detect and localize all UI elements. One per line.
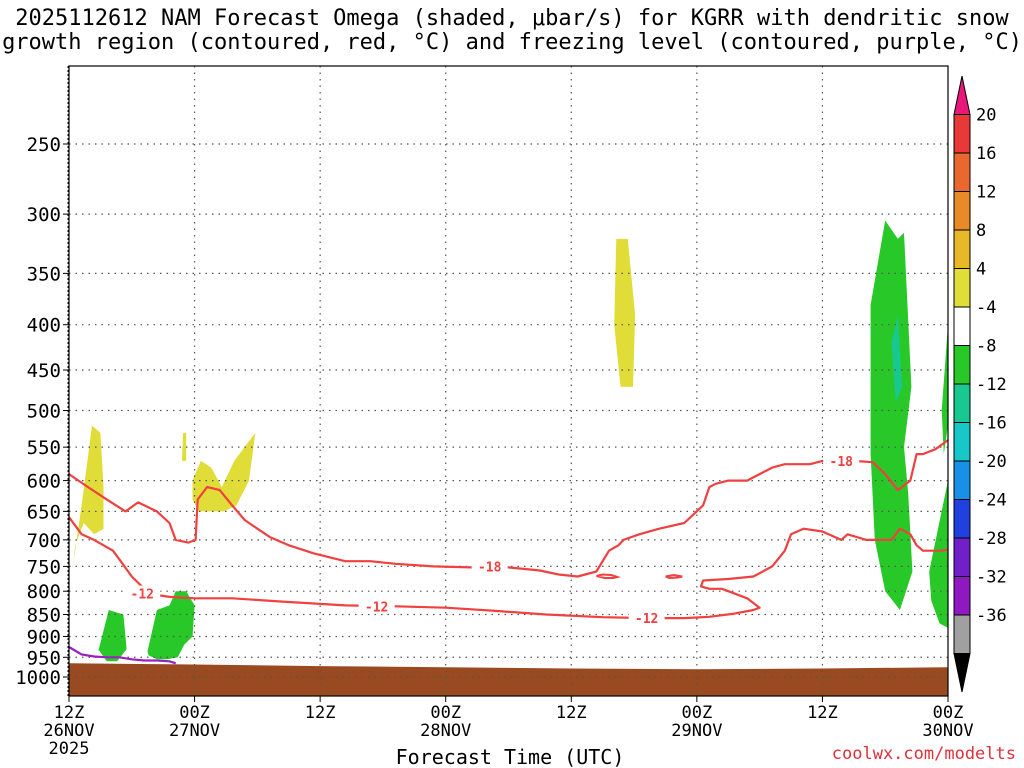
x-tick-label-3-1: 00Z — [430, 703, 461, 723]
y-tick-label-850: 850 — [27, 605, 61, 627]
colorbar-triangle-bottom — [953, 653, 971, 693]
x-tick-label-1-1: 00Z — [179, 703, 210, 723]
x-axis-label: Forecast Time (UTC) — [396, 745, 625, 768]
freezing-level-contour — [68, 646, 177, 665]
colorbar-band-3 — [953, 191, 971, 231]
y-tick-label-350: 350 — [27, 263, 61, 285]
y-tick-label-1000: 1000 — [15, 667, 61, 689]
contour-label-4: -18 — [830, 455, 854, 470]
colorbar-label-2: 12 — [976, 183, 996, 203]
y-tick-label-250: 250 — [27, 134, 61, 156]
colorbar-label-5: -4 — [976, 298, 996, 318]
y-tick-label-800: 800 — [27, 581, 61, 603]
colorbar-band-2 — [953, 152, 971, 192]
dgz-small-loop-0 — [596, 573, 622, 579]
colorbar-band-4 — [953, 229, 971, 269]
omega-area--4-5 — [147, 591, 195, 660]
colorbar-label-1: 16 — [976, 144, 996, 164]
colorbar-label-11: -28 — [976, 529, 1007, 549]
source-credit: coolwx.com/modelts — [831, 744, 1016, 764]
colorbar-label-9: -20 — [976, 452, 1007, 472]
x-tick-label-0-2: 26NOV — [43, 721, 94, 741]
colorbar-label-12: -32 — [976, 568, 1007, 588]
y-tick-label-900: 900 — [27, 626, 61, 648]
colorbar-label-8: -16 — [976, 414, 1007, 434]
omega-area--8-9 — [891, 315, 902, 403]
colorbar-band-9 — [953, 422, 971, 462]
colorbar-band-1 — [953, 114, 971, 154]
y-tick-label-500: 500 — [27, 401, 61, 423]
contour-label-1: -12 — [131, 588, 154, 603]
x-tick-label-4-1: 12Z — [556, 703, 587, 723]
contour-label-bg-0 — [471, 558, 508, 574]
contour-label-bg-4 — [823, 452, 860, 468]
y-tick-label-400: 400 — [27, 315, 61, 337]
y-tick-label-750: 750 — [27, 556, 61, 578]
contour-label-bg-2 — [358, 598, 395, 614]
omega-area--4-8 — [941, 324, 948, 455]
x-tick-label-6-1: 12Z — [807, 703, 838, 723]
y-tick-label-300: 300 — [27, 204, 61, 226]
contour-label-bg-1 — [124, 585, 161, 601]
y-tick-label-600: 600 — [27, 471, 61, 493]
omega-area-4-1 — [182, 432, 187, 461]
omega-area--4-6 — [870, 220, 913, 610]
y-tick-label-650: 650 — [27, 501, 61, 523]
ground-terrain — [69, 663, 948, 696]
colorbar-band-11 — [953, 499, 971, 539]
contour-label-0: -18 — [478, 560, 502, 575]
x-tick-label-7-1: 00Z — [933, 703, 964, 723]
colorbar-band-12 — [953, 537, 971, 577]
colorbar-band-5 — [953, 268, 971, 308]
colorbar-band-14 — [953, 614, 971, 654]
omega-area-4-2 — [192, 432, 256, 512]
colorbar-label-4: 4 — [976, 260, 986, 280]
colorbar-label-10: -24 — [976, 491, 1007, 511]
colorbar-triangle-top — [953, 75, 971, 115]
colorbar-label-7: -12 — [976, 375, 1007, 395]
x-tick-label-1-2: 27NOV — [169, 721, 220, 741]
plot-area — [69, 66, 948, 696]
omega-area-4-3 — [614, 238, 636, 387]
colorbar-band-6 — [953, 306, 971, 346]
x-tick-label-7-2: 30NOV — [922, 721, 973, 741]
y-tick-label-950: 950 — [27, 647, 61, 669]
colorbar-band-13 — [953, 576, 971, 616]
dgz-contour--12-1 — [68, 516, 949, 620]
contour-label-bg-3 — [628, 610, 665, 626]
plot-frame — [68, 65, 949, 697]
colorbar-band-7 — [953, 345, 971, 385]
chart-title-line-1: 2025112612 NAM Forecast Omega (shaded, μ… — [15, 6, 1009, 31]
colorbar-band-8 — [953, 383, 971, 423]
colorbar-label-0: 20 — [976, 106, 996, 126]
dgz-small-loop-1 — [665, 573, 683, 580]
x-tick-label-5-1: 00Z — [681, 703, 712, 723]
omega-area--4-4 — [98, 610, 127, 662]
y-tick-label-550: 550 — [27, 437, 61, 459]
x-tick-label-2-1: 12Z — [305, 703, 336, 723]
colorbar-label-3: 8 — [976, 221, 986, 241]
omega-area-4-0 — [72, 425, 104, 572]
colorbar-band-10 — [953, 460, 971, 500]
colorbar-label-6: -8 — [976, 337, 996, 357]
chart-title-line-2: growth region (contoured, red, °C) and f… — [2, 30, 1022, 55]
y-tick-label-450: 450 — [27, 360, 61, 382]
y-tick-label-700: 700 — [27, 530, 61, 552]
x-tick-label-0-1: 12Z — [54, 703, 85, 723]
contour-label-2: -12 — [365, 601, 388, 616]
colorbar-label-13: -36 — [976, 606, 1007, 626]
x-tick-label-5-2: 29NOV — [671, 721, 722, 741]
contour-label-3: -12 — [635, 612, 658, 627]
x-tick-label-0-3: 2025 — [49, 739, 90, 759]
x-tick-label-3-2: 28NOV — [420, 721, 471, 741]
